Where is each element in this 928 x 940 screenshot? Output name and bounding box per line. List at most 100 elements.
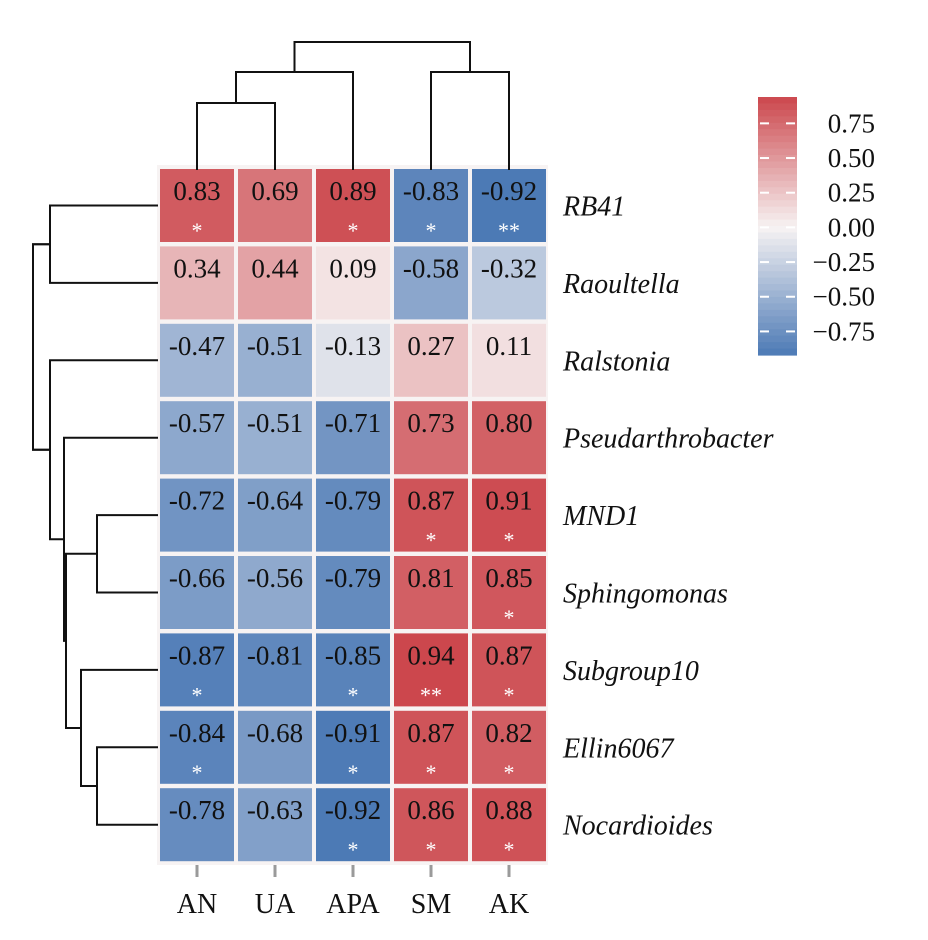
heatmap-cell [160,710,234,784]
colorbar-segment [758,238,797,246]
column-label: UA [255,889,296,920]
heatmap-cell [316,401,390,475]
heatmap-cell [160,169,234,242]
heatmap-cell [394,246,468,320]
column-ticks [195,865,511,877]
row-label: Subgroup10 [563,656,699,687]
cell-value-label: -0.56 [247,563,303,593]
cell-value-label: -0.13 [325,331,381,361]
column-label: AK [489,889,529,920]
heatmap-cell [394,478,468,552]
colorbar-segment [758,161,797,169]
cell-value-label: 0.94 [407,640,455,670]
column-dendrogram-link [293,41,471,72]
row-label: Sphingomonas [563,579,728,610]
colorbar-segment [758,342,797,350]
colorbar-tick-label: −0.25 [813,247,875,277]
colorbar-tick-label: −0.75 [813,316,875,346]
colorbar-segment [758,303,797,311]
cell-value-label: -0.79 [325,486,381,516]
cell-value-label: 0.88 [485,795,532,825]
column-dendrogram-link [196,102,276,170]
cell-value-label: -0.58 [403,253,459,283]
cell-value-label: 0.82 [485,718,532,748]
cell-value-label: -0.57 [169,408,225,438]
cell-value-label: -0.84 [169,718,226,748]
row-dendrogram-link [49,204,158,284]
cell-value-label: 0.69 [251,176,298,206]
colorbar-segment [758,187,797,195]
colorbar-segment [758,296,797,304]
heatmap-cell [160,633,234,707]
heatmap-cell [472,478,546,552]
significance-marker: * [426,528,437,553]
cell-value-label: -0.87 [169,640,225,670]
cell-value-label: 0.87 [407,486,454,516]
heatmap-cell [238,169,312,242]
heatmap-cell [238,633,312,707]
significance-marker: * [192,760,203,785]
heatmap-cell [238,788,312,862]
significance-marker: ** [498,218,520,243]
row-label: RB41 [562,192,625,223]
heatmap-cell [160,401,234,475]
colorbar-segment [758,316,797,324]
heatmap-cell [316,169,390,242]
heatmap-cell [394,633,468,707]
heatmap-cell [160,556,234,629]
colorbar-segment [758,258,797,266]
heatmap-cell [238,323,312,397]
heatmap-cell [472,401,546,475]
row-dendrogram-link [63,436,158,642]
row-dendrogram-link [49,359,158,541]
heatmap-cell [160,788,234,862]
significance-marker: * [504,682,515,707]
colorbar-segment [758,264,797,272]
cell-value-label: -0.51 [247,331,303,361]
row-label: Raoultella [562,269,680,300]
significance-marker: * [192,218,203,243]
heatmap-cell [472,788,546,862]
heatmap-cell [316,478,390,552]
significance-marker: * [192,682,203,707]
colorbar-segment [758,167,797,175]
colorbar-segment [758,348,797,356]
cell-value-label: 0.85 [485,563,532,593]
cell-value-label: -0.92 [481,176,537,206]
heatmap-cell [316,323,390,397]
colorbar-segment [758,174,797,182]
colorbar-segment [758,309,797,317]
colorbar-segment [758,142,797,150]
colorbar-segment [758,251,797,259]
colorbar-segment [758,329,797,337]
cell-value-label: 0.09 [329,253,376,283]
heatmap-cell [394,169,468,242]
cell-value-label: 0.87 [485,640,532,670]
significance-marker: ** [420,682,442,707]
colorbar-tick-label: 0.25 [828,178,875,208]
colorbar-segment [758,155,797,163]
cell-value-label: -0.79 [325,563,381,593]
heatmap-cell [238,401,312,475]
colorbar-segment [758,284,797,292]
significance-marker: * [426,218,437,243]
cell-value-label: 0.89 [329,176,376,206]
heatmap-cell [316,633,390,707]
heatmap-cell [238,556,312,629]
cell-value-label: -0.81 [247,640,303,670]
row-dendrogram-link [96,514,158,594]
colorbar-segment [758,335,797,343]
cell-value-label: 0.27 [407,331,454,361]
heatmap-cell [394,788,468,862]
heatmap-cell [238,246,312,320]
cell-value-label: -0.47 [169,331,225,361]
heatmap-cell [316,556,390,629]
cell-value-label: 0.11 [486,331,532,361]
cell-value-label: 0.73 [407,408,454,438]
colorbar-segment [758,226,797,234]
cell-value-label: -0.91 [325,718,381,748]
colorbar-segment [758,193,797,201]
cell-value-label: -0.83 [403,176,459,206]
column-dendrogram-link [235,71,354,170]
row-label: Nocardioides [562,811,713,842]
